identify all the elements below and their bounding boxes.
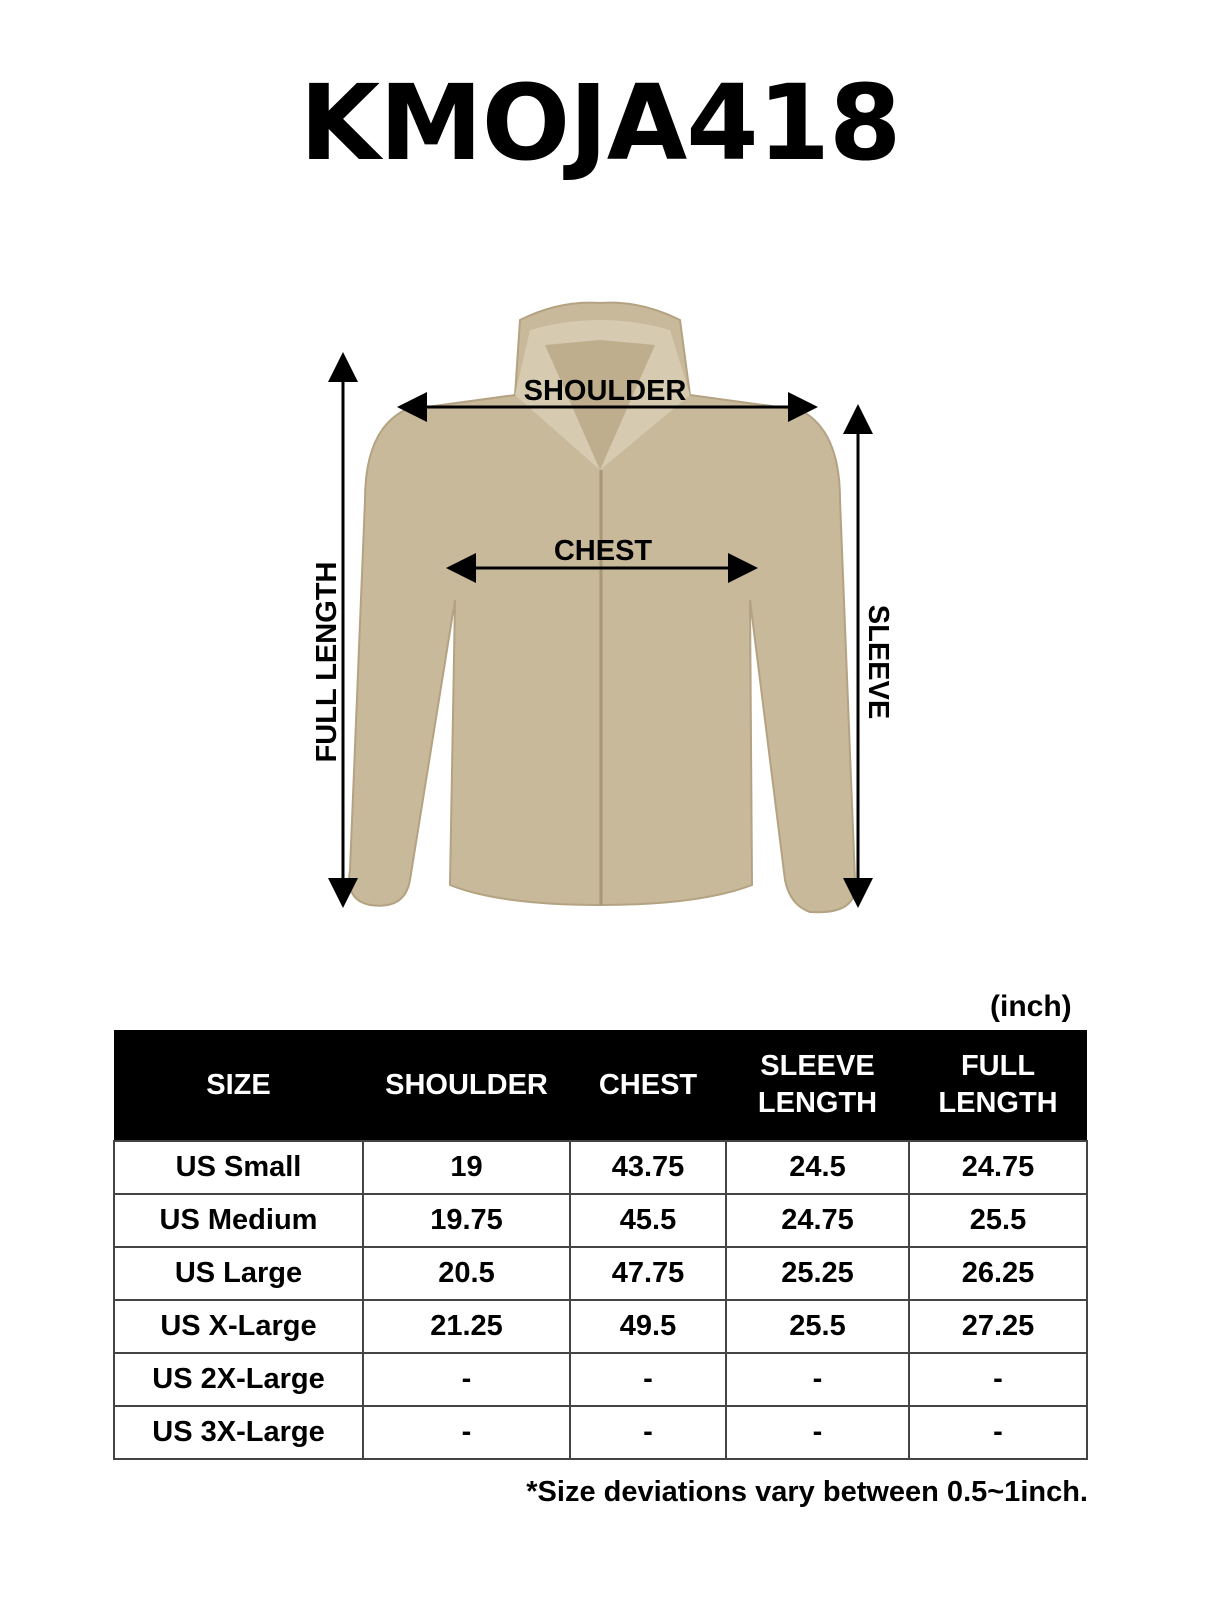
jacket-measurement-diagram: SHOULDER CHEST FULL LENGTH SLEEVE (311, 301, 894, 914)
table-cell: 24.75 (725, 1193, 910, 1248)
size-table: SIZE SHOULDER CHEST SLEEVE LENGTH FULL LEN… (113, 1030, 1088, 1460)
table-cell: US 2X-Large (113, 1352, 364, 1407)
table-cell: 47.75 (569, 1246, 727, 1301)
table-cell: 24.5 (725, 1140, 910, 1195)
table-row: US 2X-Large - - - - (113, 1352, 1088, 1407)
table-cell: 49.5 (569, 1299, 727, 1354)
table-cell: - (362, 1405, 571, 1460)
measurement-arrows (328, 352, 873, 908)
table-row: US Large 20.5 47.75 25.25 26.25 (113, 1246, 1088, 1301)
table-cell: - (725, 1405, 910, 1460)
table-cell: US Large (113, 1246, 364, 1301)
header-full-length: FULL LENGTH (909, 1030, 1087, 1141)
table-cell: US 3X-Large (113, 1405, 364, 1460)
table-row: US Small 19 43.75 24.5 24.75 (113, 1140, 1088, 1195)
full-length-label: FULL LENGTH (311, 562, 343, 763)
table-cell: 19 (362, 1140, 571, 1195)
header-sleeve-length: SLEEVE LENGTH (726, 1030, 909, 1141)
table-cell: - (908, 1405, 1088, 1460)
size-deviation-note: *Size deviations vary between 0.5~1inch. (526, 1476, 1088, 1508)
table-cell: US X-Large (113, 1299, 364, 1354)
unit-label: (inch) (990, 990, 1072, 1023)
table-row: US Medium 19.75 45.5 24.75 25.5 (113, 1193, 1088, 1248)
header-size: SIZE (114, 1030, 363, 1141)
table-cell: 43.75 (569, 1140, 727, 1195)
table-cell: - (362, 1352, 571, 1407)
table-cell: 27.25 (908, 1299, 1088, 1354)
table-cell: - (569, 1405, 727, 1460)
chest-label: CHEST (554, 535, 653, 567)
table-cell: 24.75 (908, 1140, 1088, 1195)
table-cell: US Medium (113, 1193, 364, 1248)
table-cell: - (569, 1352, 727, 1407)
table-row: US X-Large 21.25 49.5 25.5 27.25 (113, 1299, 1088, 1354)
table-row: US 3X-Large - - - - (113, 1405, 1088, 1460)
header-shoulder: SHOULDER (363, 1030, 570, 1141)
table-cell: 26.25 (908, 1246, 1088, 1301)
table-cell: 45.5 (569, 1193, 727, 1248)
jacket-illustration (348, 301, 857, 914)
table-cell: - (908, 1352, 1088, 1407)
shoulder-label: SHOULDER (524, 375, 687, 407)
table-cell: 20.5 (362, 1246, 571, 1301)
table-cell: US Small (113, 1140, 364, 1195)
table-cell: 25.5 (908, 1193, 1088, 1248)
table-cell: - (725, 1352, 910, 1407)
table-cell: 25.25 (725, 1246, 910, 1301)
sleeve-label: SLEEVE (862, 605, 894, 719)
table-cell: 25.5 (725, 1299, 910, 1354)
table-cell: 19.75 (362, 1193, 571, 1248)
header-chest: CHEST (570, 1030, 726, 1141)
table-cell: 21.25 (362, 1299, 571, 1354)
product-code-title: KMOJA418 (299, 62, 902, 184)
table-header-row: SIZE SHOULDER CHEST SLEEVE LENGTH FULL LEN… (114, 1030, 1087, 1141)
